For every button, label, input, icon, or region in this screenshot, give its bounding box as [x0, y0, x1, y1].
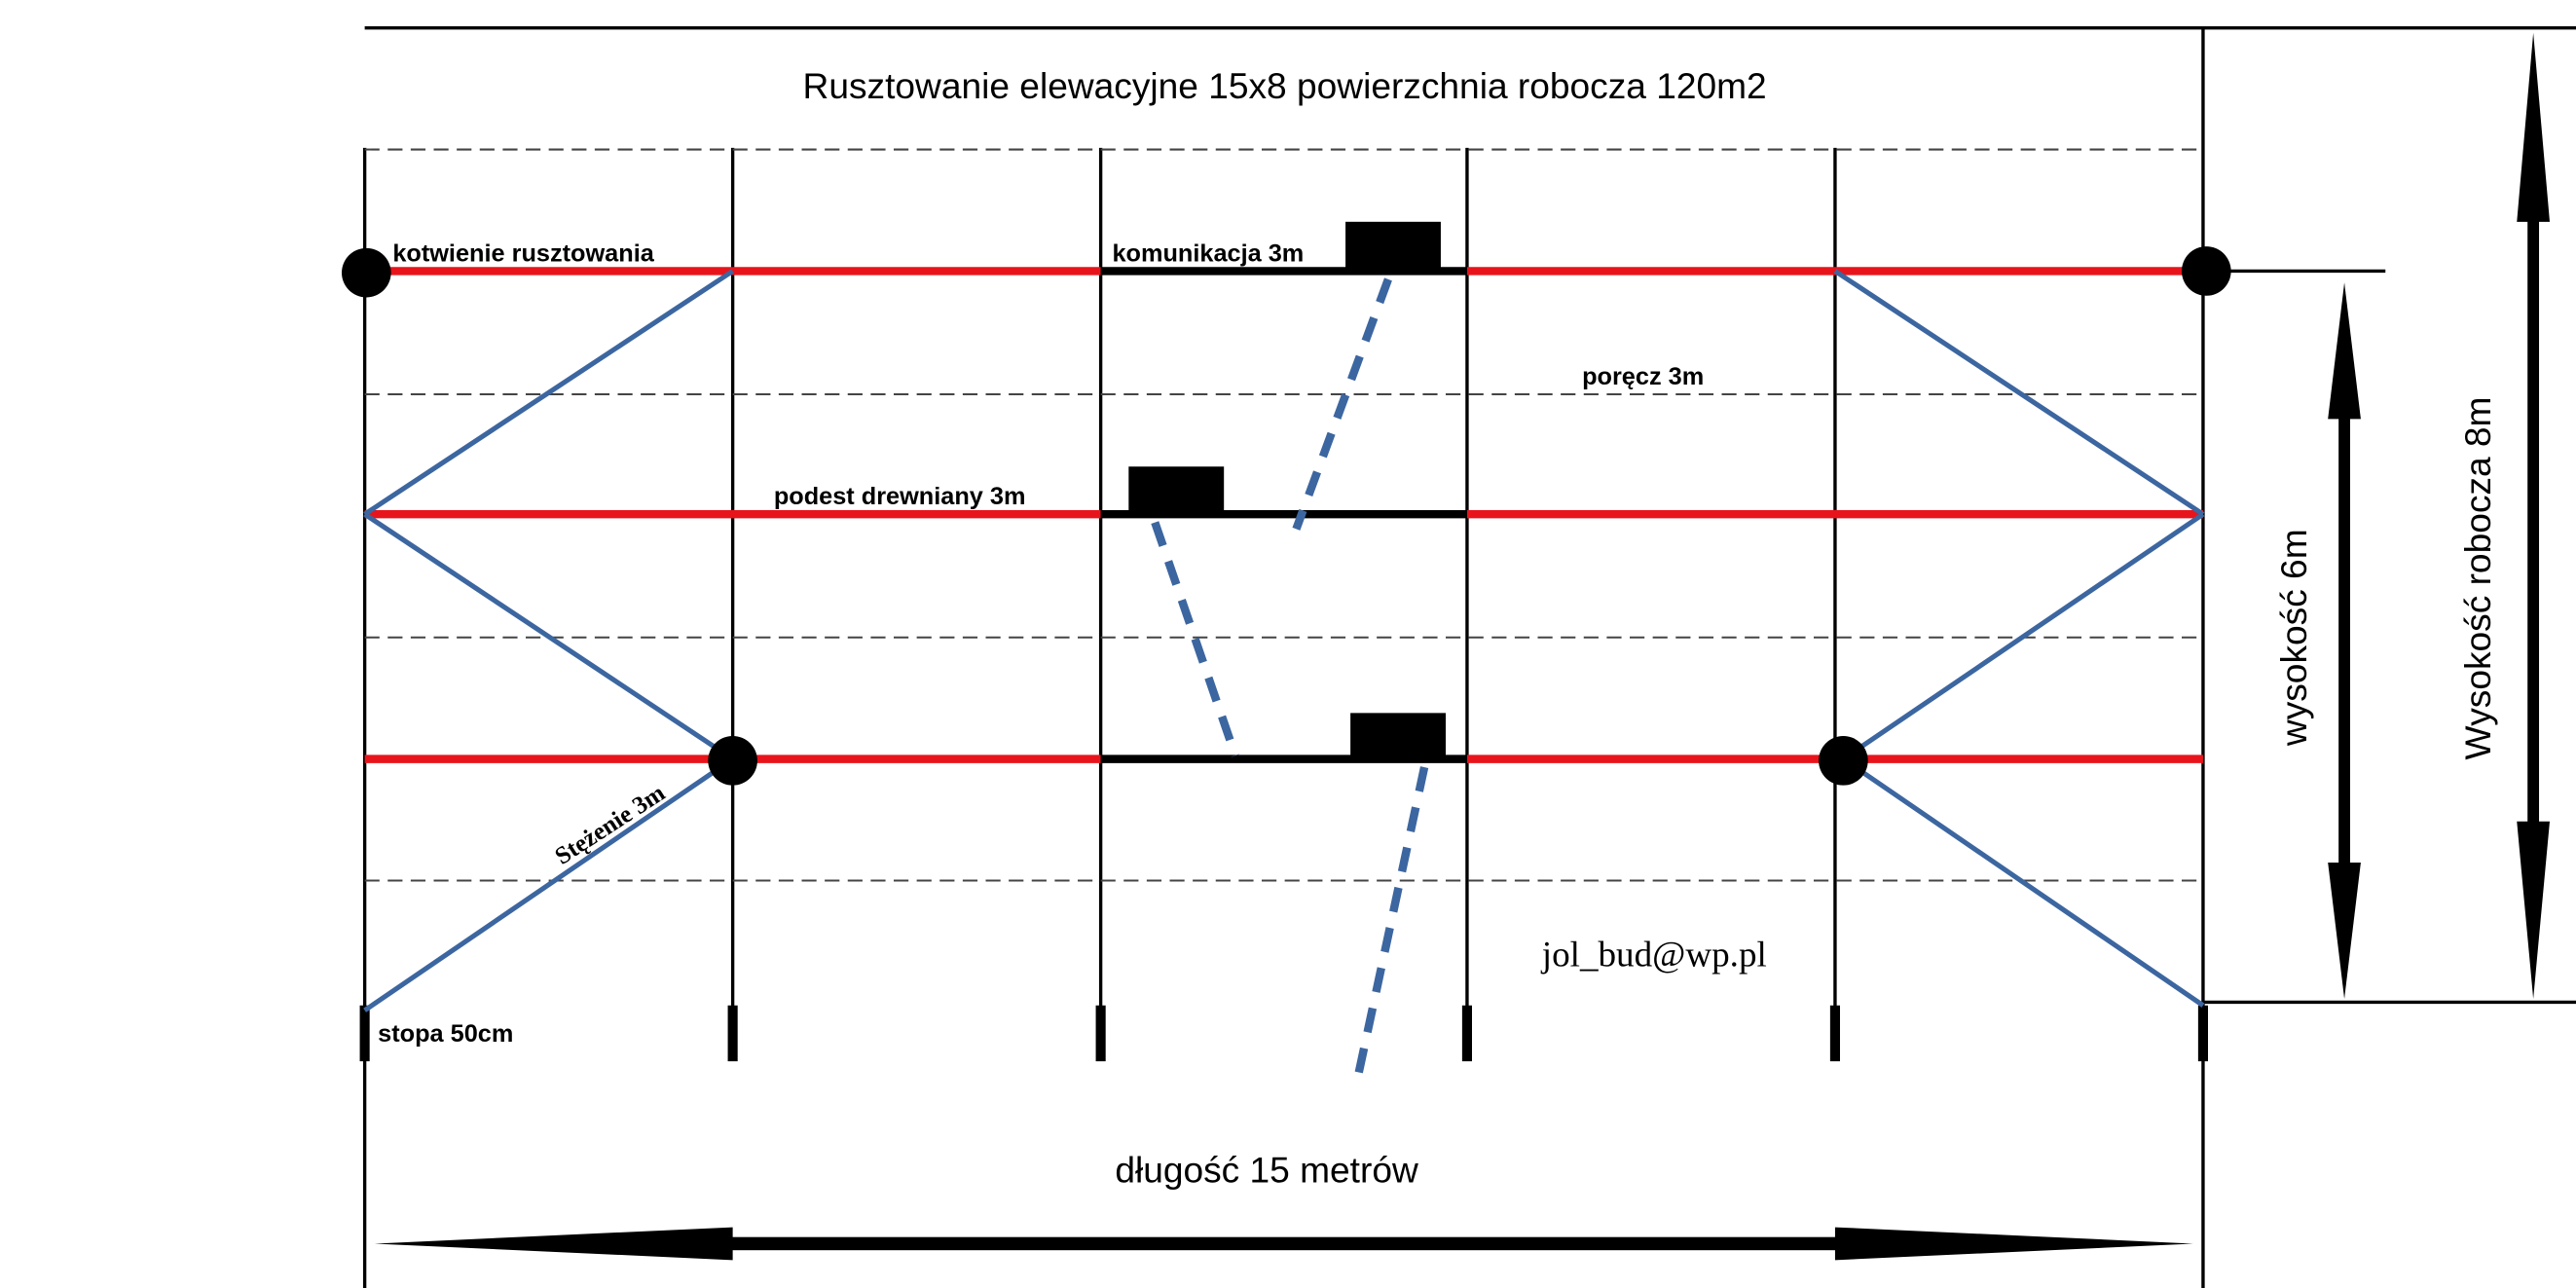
dimension-label: Wysokość robocza 8m: [2457, 397, 2498, 760]
label: podest drewniany 3m: [774, 483, 1026, 510]
platforms: [364, 267, 2203, 763]
feet: [359, 1005, 2208, 1062]
anchors: [342, 246, 2231, 786]
ladders: [1151, 277, 1429, 1083]
label: kotwienie rusztowania: [392, 239, 654, 267]
arrows: [374, 32, 2550, 1261]
braces: [363, 269, 2205, 1012]
title: Rusztowanie elewacyjne 15x8 powierzchnia…: [803, 65, 1767, 106]
dashed-levels: [364, 148, 2203, 882]
frame: [362, 26, 2576, 1288]
label: Stężenie 3m: [550, 779, 670, 870]
label: komunikacja 3m: [1112, 239, 1304, 267]
dimension-label: wysokość 6m: [2273, 529, 2314, 747]
dimension-label: długość 15 metrów: [1115, 1150, 1418, 1191]
contact: jol_bud@wp.pl: [1540, 935, 1767, 975]
hatches: [1128, 221, 1446, 759]
label: poręcz 3m: [1582, 363, 1704, 390]
label: stopa 50cm: [378, 1020, 513, 1048]
